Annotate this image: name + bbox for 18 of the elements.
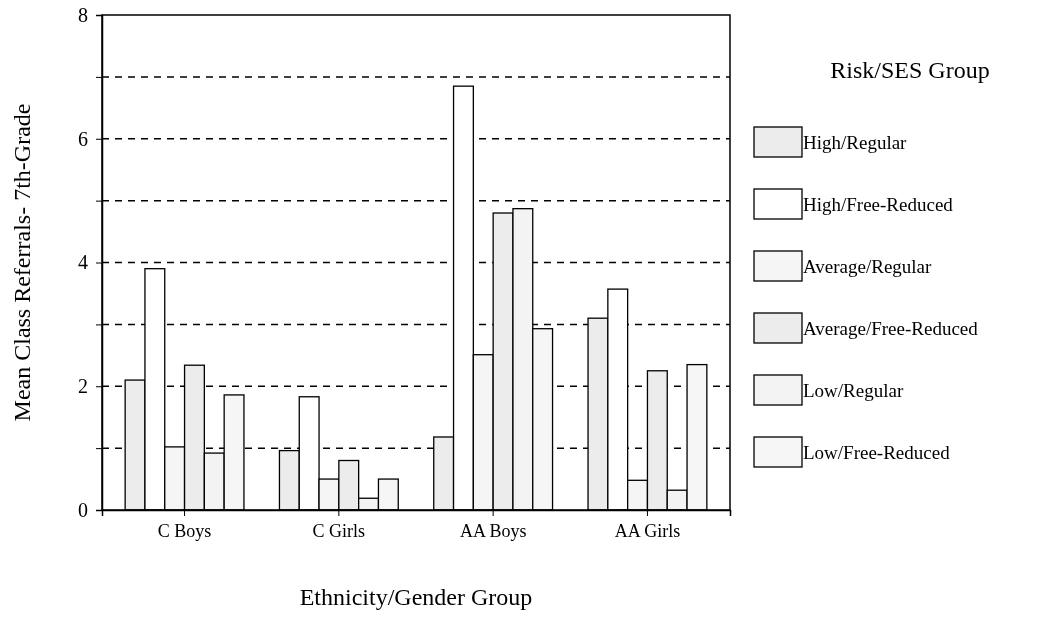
x-tick-label: C Boys xyxy=(157,520,212,541)
x-tick-label: AA Girls xyxy=(614,520,681,541)
legend-label: Average/Free-Reduced xyxy=(803,318,979,339)
legend-label: High/Regular xyxy=(803,132,908,153)
legend-label: Low/Free-Reduced xyxy=(803,442,951,463)
y-axis-title: Mean Class Referrals- 7th-Grade xyxy=(9,103,35,422)
y-tick-label: 8 xyxy=(78,3,88,26)
y-tick-label: 0 xyxy=(78,498,88,521)
x-tick-label: C Girls xyxy=(312,520,366,541)
y-tick-label: 2 xyxy=(78,375,88,398)
legend-label: Low/Regular xyxy=(803,380,904,401)
legend-label: Average/Regular xyxy=(803,256,933,277)
legend-title: Risk/SES Group xyxy=(830,57,990,83)
x-tick-label: AA Boys xyxy=(459,520,527,541)
x-axis-title: Ethnicity/Gender Group xyxy=(299,584,533,610)
y-tick-label: 4 xyxy=(78,251,88,274)
y-tick-label: 6 xyxy=(78,127,88,150)
legend-label: High/Free-Reduced xyxy=(803,194,954,215)
